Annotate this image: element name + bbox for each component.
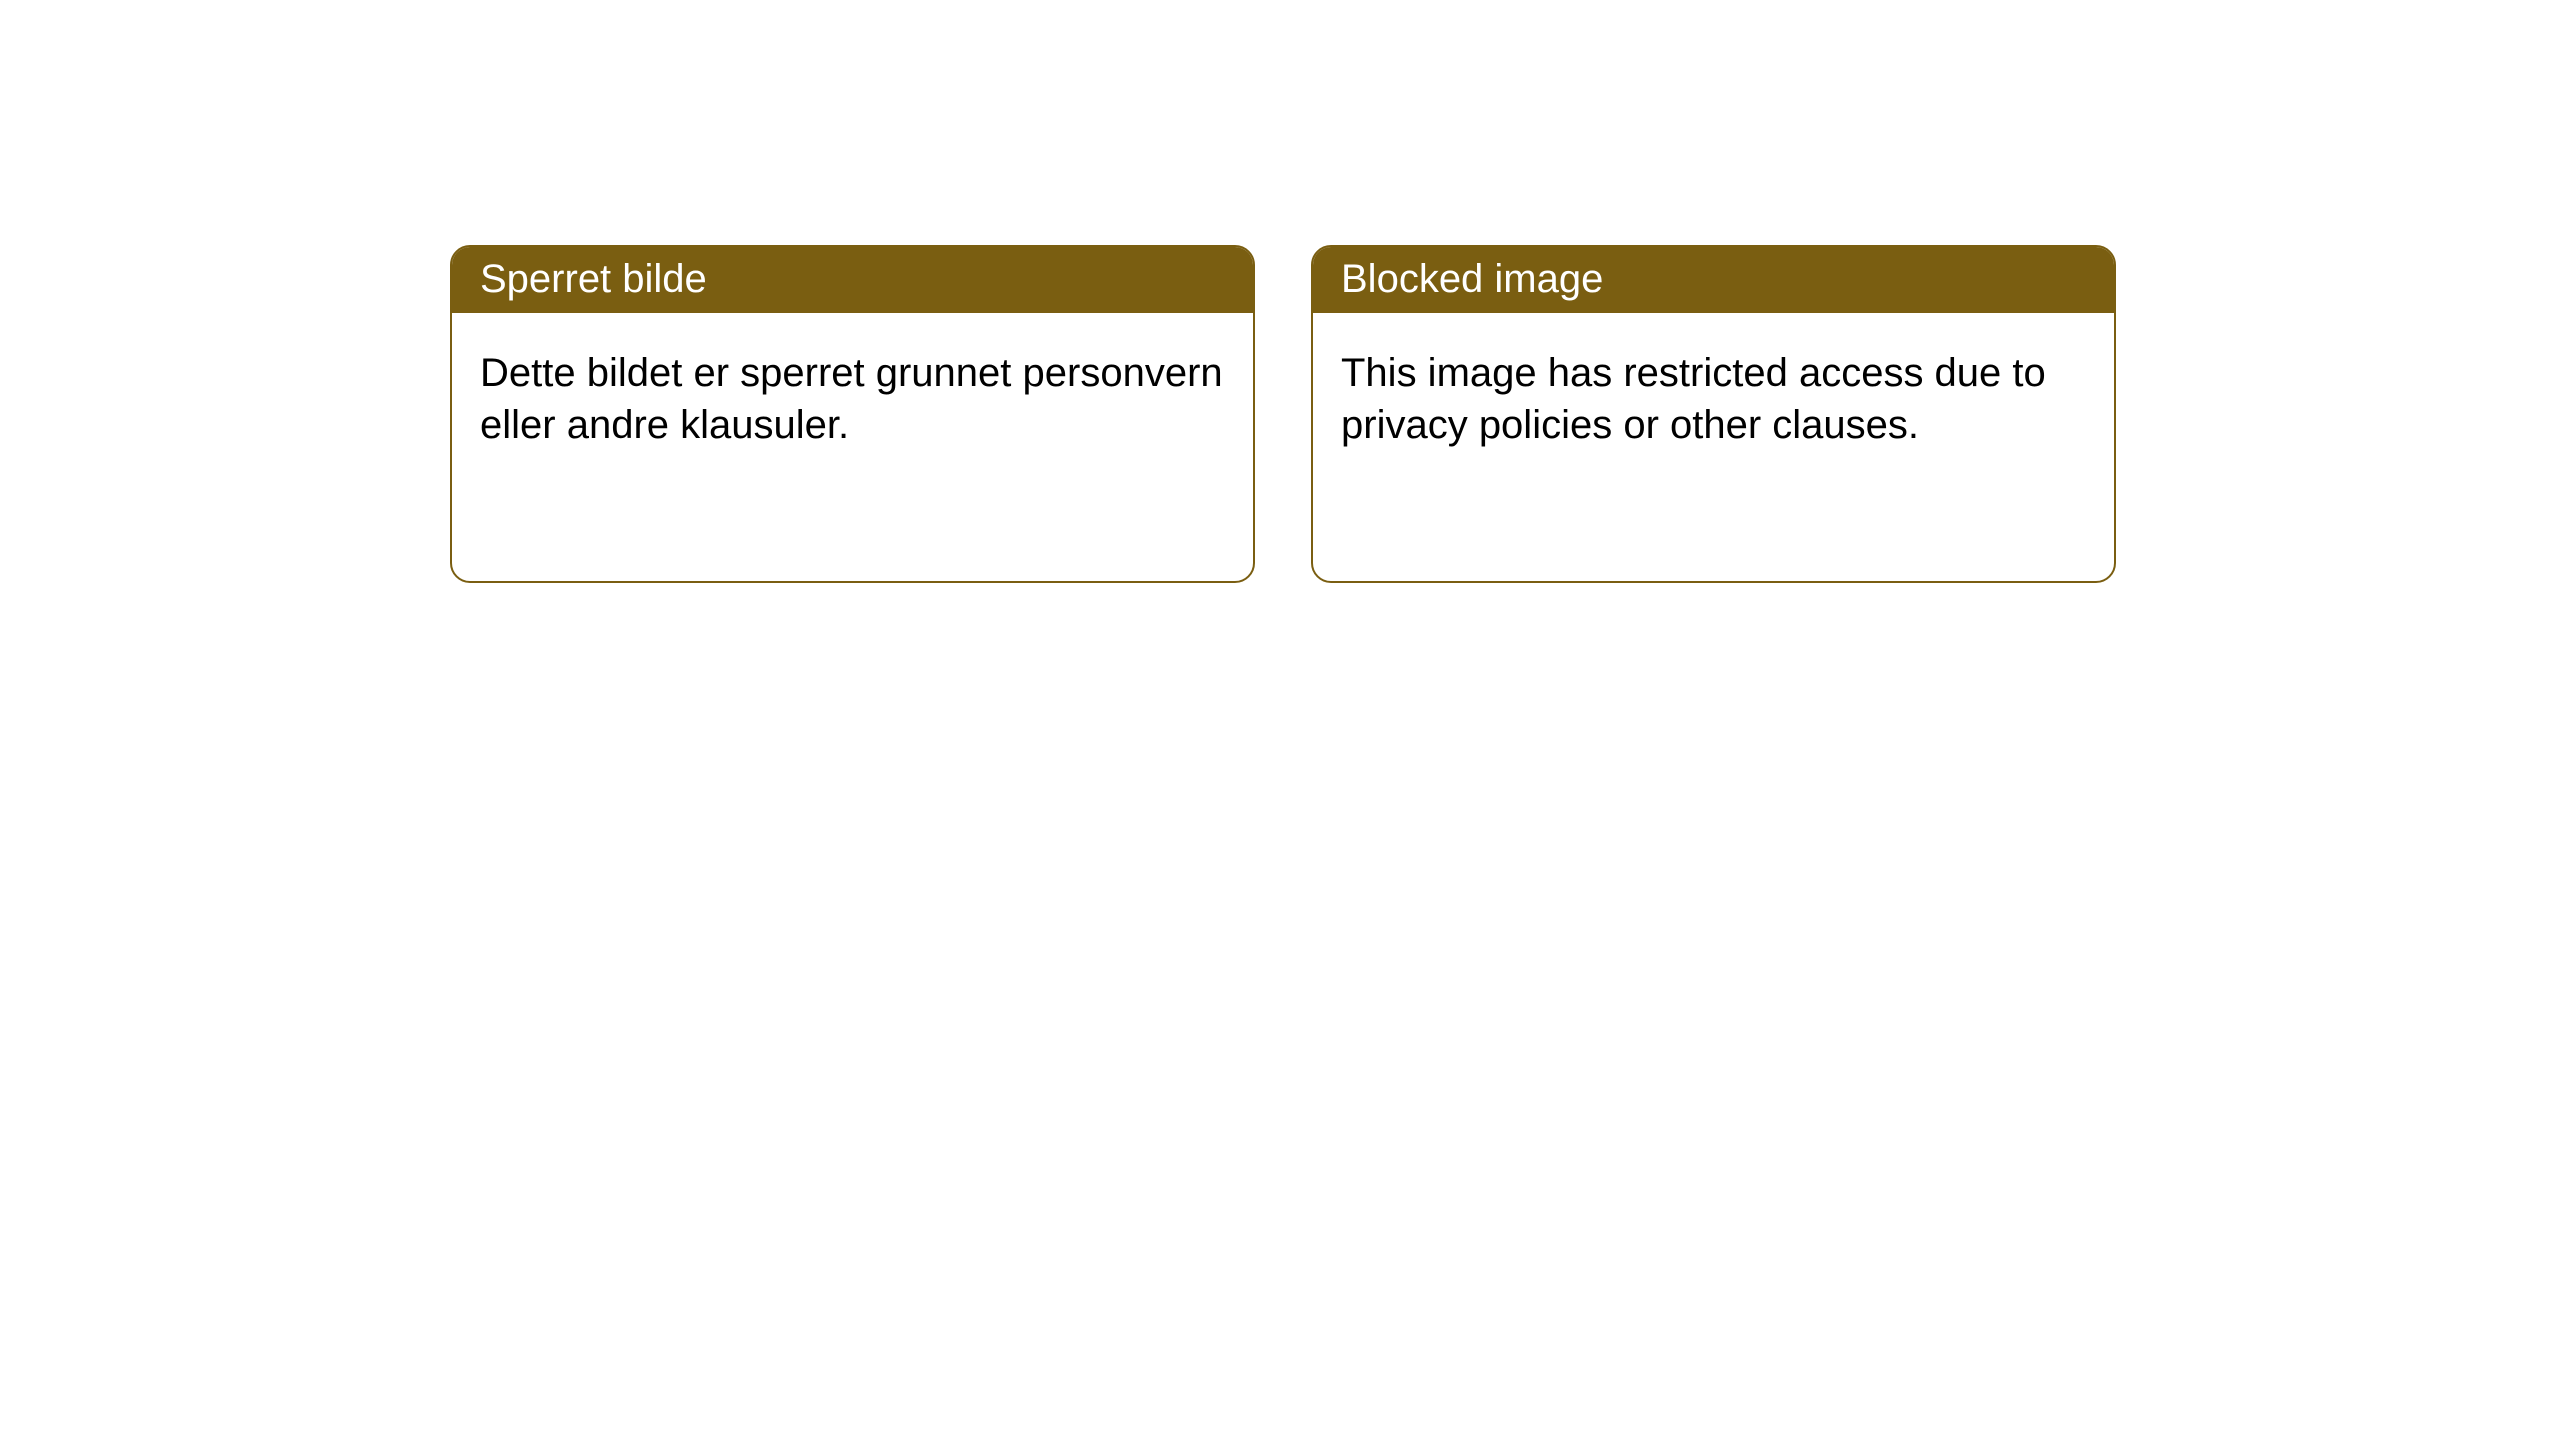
notices-container: Sperret bilde Dette bildet er sperret gr… [0, 0, 2560, 583]
notice-card-norwegian: Sperret bilde Dette bildet er sperret gr… [450, 245, 1255, 583]
notice-title: Sperret bilde [452, 247, 1253, 313]
notice-title: Blocked image [1313, 247, 2114, 313]
notice-body: This image has restricted access due to … [1313, 313, 2114, 485]
notice-card-english: Blocked image This image has restricted … [1311, 245, 2116, 583]
notice-body: Dette bildet er sperret grunnet personve… [452, 313, 1253, 485]
